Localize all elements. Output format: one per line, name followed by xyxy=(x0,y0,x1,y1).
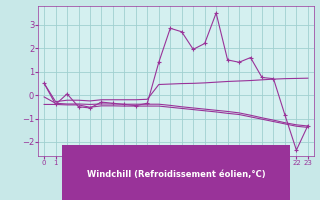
X-axis label: Windchill (Refroidissement éolien,°C): Windchill (Refroidissement éolien,°C) xyxy=(87,170,265,179)
